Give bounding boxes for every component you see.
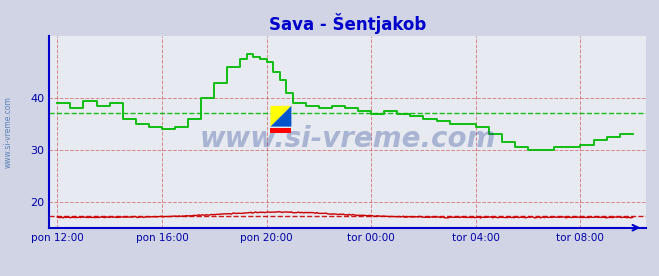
Text: www.si-vreme.com: www.si-vreme.com xyxy=(3,97,13,168)
Polygon shape xyxy=(270,106,291,127)
Title: Sava - Šentjakob: Sava - Šentjakob xyxy=(269,13,426,34)
Text: www.si-vreme.com: www.si-vreme.com xyxy=(200,126,496,153)
Polygon shape xyxy=(270,106,291,127)
Bar xyxy=(270,128,291,133)
